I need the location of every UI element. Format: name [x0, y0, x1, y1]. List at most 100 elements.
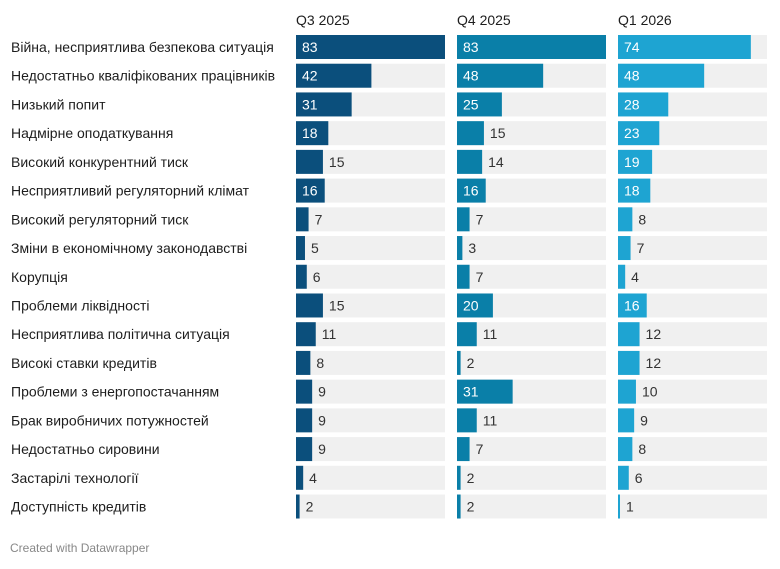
bar [457, 92, 502, 117]
data-label: 9 [318, 384, 326, 400]
bar [296, 494, 300, 519]
bar [296, 92, 352, 117]
bar-track [457, 408, 606, 433]
bar-track [618, 437, 767, 462]
credit-text: Created with Datawrapper [10, 541, 150, 555]
data-label: 7 [476, 441, 484, 457]
bar [618, 408, 635, 433]
bar [618, 437, 633, 462]
data-label: 1 [626, 499, 634, 515]
bar [296, 236, 305, 261]
data-label: 15 [329, 297, 345, 313]
series-header: Q3 2025 [296, 12, 350, 28]
data-label: 83 [302, 39, 318, 55]
bar [618, 92, 669, 117]
series-header: Q4 2025 [457, 12, 511, 28]
bar [296, 465, 304, 490]
bar-track [618, 207, 767, 232]
bar [457, 178, 486, 203]
data-label: 48 [624, 68, 640, 84]
data-label: 11 [322, 326, 337, 342]
bar [618, 293, 647, 318]
bar [457, 264, 470, 289]
bar [457, 236, 463, 261]
data-label: 12 [646, 355, 662, 371]
bar [618, 465, 629, 490]
bar [296, 178, 325, 203]
bar [457, 408, 477, 433]
data-label: 18 [624, 183, 640, 199]
bar [296, 63, 372, 88]
data-label: 15 [329, 154, 345, 170]
bar-track [296, 350, 445, 375]
bar [618, 236, 631, 261]
data-label: 7 [637, 240, 645, 256]
category-label: Високий регуляторний тиск [11, 211, 189, 227]
bar [296, 322, 316, 347]
bar [296, 149, 323, 174]
data-label: 16 [302, 183, 318, 199]
data-label: 2 [467, 470, 475, 486]
bar-track [296, 236, 445, 261]
bar-track [457, 465, 606, 490]
data-label: 7 [476, 211, 484, 227]
category-label: Надмірне оподаткування [11, 125, 173, 141]
series-header: Q1 2026 [618, 12, 672, 28]
bar-track [618, 350, 767, 375]
data-label: 16 [624, 297, 640, 313]
data-label: 9 [318, 441, 326, 457]
data-label: 19 [624, 154, 640, 170]
bar-track [457, 264, 606, 289]
bar [618, 178, 651, 203]
bar [618, 379, 636, 404]
bar [457, 35, 606, 59]
bar [618, 63, 705, 88]
category-label: Недостатньо сировини [11, 441, 160, 457]
bar [618, 35, 751, 59]
bar [457, 494, 461, 519]
data-label: 12 [646, 326, 662, 342]
data-label: 3 [468, 240, 476, 256]
bar [296, 35, 445, 59]
data-label: 83 [463, 39, 479, 55]
bar [296, 293, 323, 318]
bar [457, 149, 483, 174]
category-label: Застарілі технології [11, 470, 139, 486]
category-label: Доступність кредитів [11, 499, 146, 515]
data-label: 15 [490, 125, 506, 141]
data-label: 18 [302, 125, 318, 141]
data-label: 4 [631, 269, 639, 285]
category-label: Війна, несприятлива безпекова ситуація [11, 39, 274, 55]
category-label: Проблеми з енергопостачанням [11, 384, 219, 400]
data-label: 4 [309, 470, 317, 486]
bar-track [296, 408, 445, 433]
bar [618, 264, 626, 289]
data-label: 2 [467, 499, 475, 515]
bar [296, 350, 311, 375]
category-label: Недостатньо кваліфікованих працівників [11, 68, 275, 84]
bar [457, 293, 493, 318]
bar-track [296, 465, 445, 490]
data-label: 23 [624, 125, 640, 141]
bar [296, 437, 313, 462]
bar-track [618, 379, 767, 404]
category-label: Брак виробничих потужностей [11, 412, 209, 428]
bar [618, 494, 620, 519]
bar-track [296, 207, 445, 232]
bar-track [457, 437, 606, 462]
data-label: 8 [638, 211, 646, 227]
data-label: 31 [463, 384, 479, 400]
data-label: 74 [624, 39, 640, 55]
bar [618, 149, 653, 174]
bar-track [296, 322, 445, 347]
bar [296, 207, 309, 232]
bar-track [457, 494, 606, 519]
category-label: Низький попит [11, 96, 106, 112]
data-label: 14 [488, 154, 504, 170]
bar [457, 379, 513, 404]
bar-track [296, 379, 445, 404]
bar-track [296, 437, 445, 462]
bar [457, 121, 484, 146]
data-label: 7 [476, 269, 484, 285]
